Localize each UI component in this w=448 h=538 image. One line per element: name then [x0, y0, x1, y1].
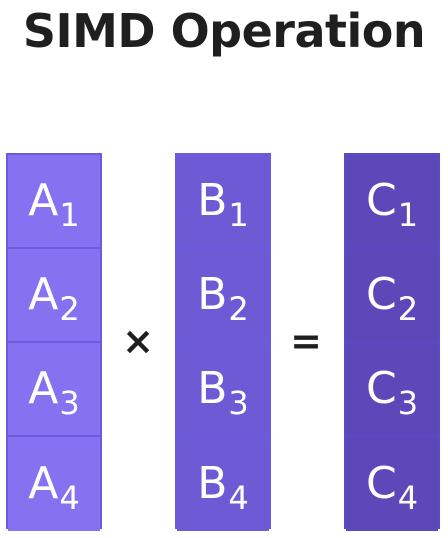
element-label: C: [365, 458, 397, 509]
element-label: B: [197, 175, 228, 226]
element-index: 1: [397, 196, 419, 234]
element-label: A: [28, 363, 59, 414]
multiply-operator: ×: [122, 319, 154, 363]
element-label: A: [28, 269, 59, 320]
element-index: 3: [228, 384, 249, 422]
element-index: 4: [59, 479, 80, 517]
element-index: 1: [59, 196, 80, 234]
element-label: A: [28, 458, 59, 509]
element-index: 2: [397, 290, 419, 328]
element-label: B: [197, 363, 228, 414]
element-index: 3: [59, 384, 80, 422]
element-index: 2: [59, 290, 80, 328]
element-index: 1: [228, 196, 249, 234]
element-index: 4: [397, 479, 419, 517]
element-label: B: [197, 269, 228, 320]
diagram-title: SIMD Operation: [22, 4, 426, 58]
element-index: 4: [228, 479, 249, 517]
element-label: C: [365, 269, 397, 320]
equals-operator: =: [290, 319, 322, 363]
element-label: C: [365, 363, 397, 414]
element-index: 2: [228, 290, 249, 328]
element-label: A: [28, 175, 59, 226]
element-index: 3: [397, 384, 419, 422]
element-label: C: [365, 175, 397, 226]
element-label: B: [197, 458, 228, 509]
